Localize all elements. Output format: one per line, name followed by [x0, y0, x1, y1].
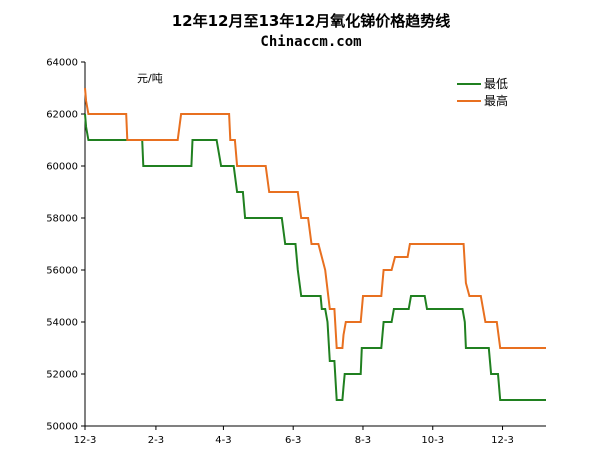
- series-layer: [84, 87, 546, 401]
- y-axis-ticks: 50000 52000 54000 56000 58000 60000 62000 64000: [46, 58, 85, 433]
- y-tick-label: 56000: [46, 266, 78, 277]
- x-tick-label: 12-3: [74, 435, 97, 446]
- x-tick-label: 8-3: [355, 435, 371, 446]
- legend-label-low: 最低: [484, 77, 508, 91]
- y-tick-label: 52000: [46, 370, 78, 381]
- x-tick-label: 12-3: [491, 435, 514, 446]
- chart-title: 12年12月至13年12月氧化锑价格趋势线: [172, 12, 451, 30]
- y-tick-label: 60000: [46, 162, 78, 173]
- series-line-high: [84, 87, 546, 349]
- y-tick-label: 64000: [46, 58, 78, 69]
- x-tick-label: 4-3: [215, 435, 231, 446]
- y-tick-label: 50000: [46, 422, 78, 433]
- x-tick-label: 2-3: [148, 435, 164, 446]
- y-tick-label: 58000: [46, 214, 78, 225]
- legend: 最低 最高: [457, 77, 508, 108]
- x-axis-ticks: 12-3 2-3 4-3 6-3 8-3 10-3 12-3: [74, 426, 514, 446]
- legend-label-high: 最高: [484, 93, 508, 108]
- unit-label: 元/吨: [137, 72, 163, 85]
- x-tick-label: 10-3: [421, 435, 444, 446]
- chart-subtitle: Chinaccm.com: [260, 34, 361, 50]
- y-tick-label: 62000: [46, 110, 78, 121]
- x-tick-label: 6-3: [285, 435, 301, 446]
- series-line-low: [84, 113, 546, 401]
- y-tick-label: 54000: [46, 318, 78, 329]
